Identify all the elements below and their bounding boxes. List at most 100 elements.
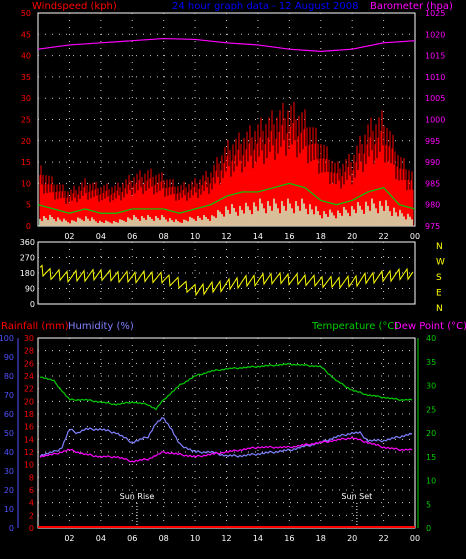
rainfall-tick-label: 4 (29, 499, 34, 508)
dew-point-line (39, 436, 413, 463)
wind-tick-label: 10 (21, 179, 31, 188)
barometer-line (37, 37, 416, 52)
sun-annotations: Sun Rise Sun Set (120, 492, 372, 528)
temperature-tick-label: 25 (426, 405, 436, 414)
barometer-tick-label: 980 (425, 201, 440, 210)
rainfall-tick-label: 12 (24, 448, 34, 457)
sun-annotation-label: Sun Rise (120, 492, 155, 501)
wind-speed-ticks: 0 5 10 15 20 25 30 35 40 45 50 (21, 9, 31, 231)
wind-direction-line (39, 264, 414, 297)
compass-label: E (436, 289, 442, 299)
barometer-tick-label: 1020 (425, 30, 445, 39)
hour-tick-label: 18 (316, 232, 326, 241)
hour-tick-label: 06 (127, 534, 137, 543)
barometer-tick-label: 985 (425, 179, 440, 188)
compass-label: W (436, 258, 445, 268)
temperature-tick-label: 40 (426, 334, 436, 343)
humidity-axis-label: Humidity (%) (68, 321, 134, 332)
humidity-tick-label: 90 (4, 353, 14, 362)
hour-tick-label: 16 (284, 232, 294, 241)
hour-tick-label: 06 (127, 232, 137, 241)
chart-title: 24 hour graph data - 12 August 2008 (172, 1, 358, 12)
wind-tick-label: 15 (21, 158, 31, 167)
hour-tick-label: 20 (347, 232, 357, 241)
wind-tick-label: 50 (21, 9, 31, 18)
humidity-tick-label: 80 (4, 372, 14, 381)
barometer-tick-label: 1010 (425, 73, 445, 82)
rainfall-tick-label: 24 (24, 372, 34, 381)
dew-point-axis-label: Dew Point (°C) (394, 321, 466, 332)
barometer-tick-label: 1025 (425, 9, 445, 18)
rainfall-tick-label: 22 (24, 385, 34, 394)
direction-tick-label: 360 (20, 238, 35, 247)
temperature-tick-label: 15 (426, 453, 436, 462)
barometer-tick-label: 990 (425, 158, 440, 167)
temperature-ticks: 0 5 10 15 20 25 30 35 40 (426, 334, 436, 533)
wind-tick-label: 45 (21, 30, 31, 39)
wind-tick-label: 20 (21, 137, 31, 146)
compass-label: N (436, 242, 443, 252)
wind-tick-label: 0 (26, 222, 31, 231)
barometer-tick-label: 1015 (425, 52, 445, 61)
wind-tick-label: 35 (21, 73, 31, 82)
humidity-tick-label: 50 (4, 429, 14, 438)
rainfall-tick-label: 10 (24, 461, 34, 470)
hour-tick-label: 12 (221, 232, 231, 241)
hour-tick-label: 16 (284, 534, 294, 543)
humidity-tick-label: 20 (4, 486, 14, 495)
humidity-tick-label: 30 (4, 467, 14, 476)
wind-direction-ticks: 0 90 180 270 360 (20, 238, 35, 309)
rainfall-tick-label: 0 (29, 524, 34, 533)
hour-tick-label: 18 (316, 534, 326, 543)
wind-tick-label: 30 (21, 94, 31, 103)
rainfall-tick-label: 16 (24, 423, 34, 432)
humidity-tick-label: 100 (0, 334, 14, 343)
barometer-ticks: 975 980 985 990 995 1000 1005 1010 1015 1020 1025 (425, 9, 445, 231)
temperature-tick-label: 35 (426, 358, 436, 367)
humidity-tick-label: 70 (4, 391, 14, 400)
wind-barometer-hour-labels: 02 04 06 08 10 12 14 16 18 20 22 00 (64, 232, 420, 241)
rainfall-tick-label: 8 (29, 473, 34, 482)
temp-humidity-hour-labels: 02 04 06 08 10 12 14 16 18 20 22 00 (64, 534, 420, 543)
hour-tick-label: 00 (410, 534, 420, 543)
hour-tick-label: 22 (378, 232, 388, 241)
temperature-tick-label: 20 (426, 429, 436, 438)
wind-direction-series (39, 264, 414, 297)
rainfall-tick-label: 26 (24, 359, 34, 368)
temperature-line (39, 362, 413, 411)
direction-tick-label: 180 (20, 269, 35, 278)
hour-tick-label: 04 (96, 232, 106, 241)
hour-tick-label: 10 (190, 232, 200, 241)
barometer-tick-label: 1005 (425, 94, 445, 103)
wind-tick-label: 5 (26, 201, 31, 210)
temperature-axis-label: Temperature (°C) (311, 321, 398, 332)
rainfall-tick-label: 28 (24, 347, 34, 356)
barometer-axis-label: Barometer (hpa) (370, 1, 453, 12)
wind-direction-grid (38, 242, 415, 304)
wind-barometer-series (37, 37, 416, 226)
wind-barometer-grid (38, 13, 415, 226)
temp-humidity-series (38, 362, 415, 528)
wind-axis-label: Windspeed (kph) (32, 1, 117, 12)
average-wind-line (37, 182, 416, 214)
direction-tick-label: 90 (25, 285, 35, 294)
humidity-ticks: 0 10 20 30 40 50 60 70 80 90 100 (0, 334, 14, 533)
humidity-tick-label: 60 (4, 410, 14, 419)
hour-tick-label: 08 (159, 534, 169, 543)
rainfall-tick-label: 14 (24, 435, 34, 444)
humidity-tick-label: 10 (4, 505, 14, 514)
humidity-line (39, 417, 413, 458)
temperature-tick-label: 0 (426, 524, 431, 533)
compass-label: S (436, 273, 442, 283)
humidity-tick-label: 0 (9, 524, 14, 533)
sun-annotation-label: Sun Set (341, 492, 372, 501)
rainfall-axis-label: Rainfall (mm) (1, 321, 69, 332)
hour-tick-label: 04 (96, 534, 106, 543)
rainfall-tick-label: 20 (24, 397, 34, 406)
rainfall-tick-label: 30 (24, 334, 34, 343)
humidity-tick-label: 40 (4, 448, 14, 457)
hour-tick-label: 02 (64, 534, 74, 543)
